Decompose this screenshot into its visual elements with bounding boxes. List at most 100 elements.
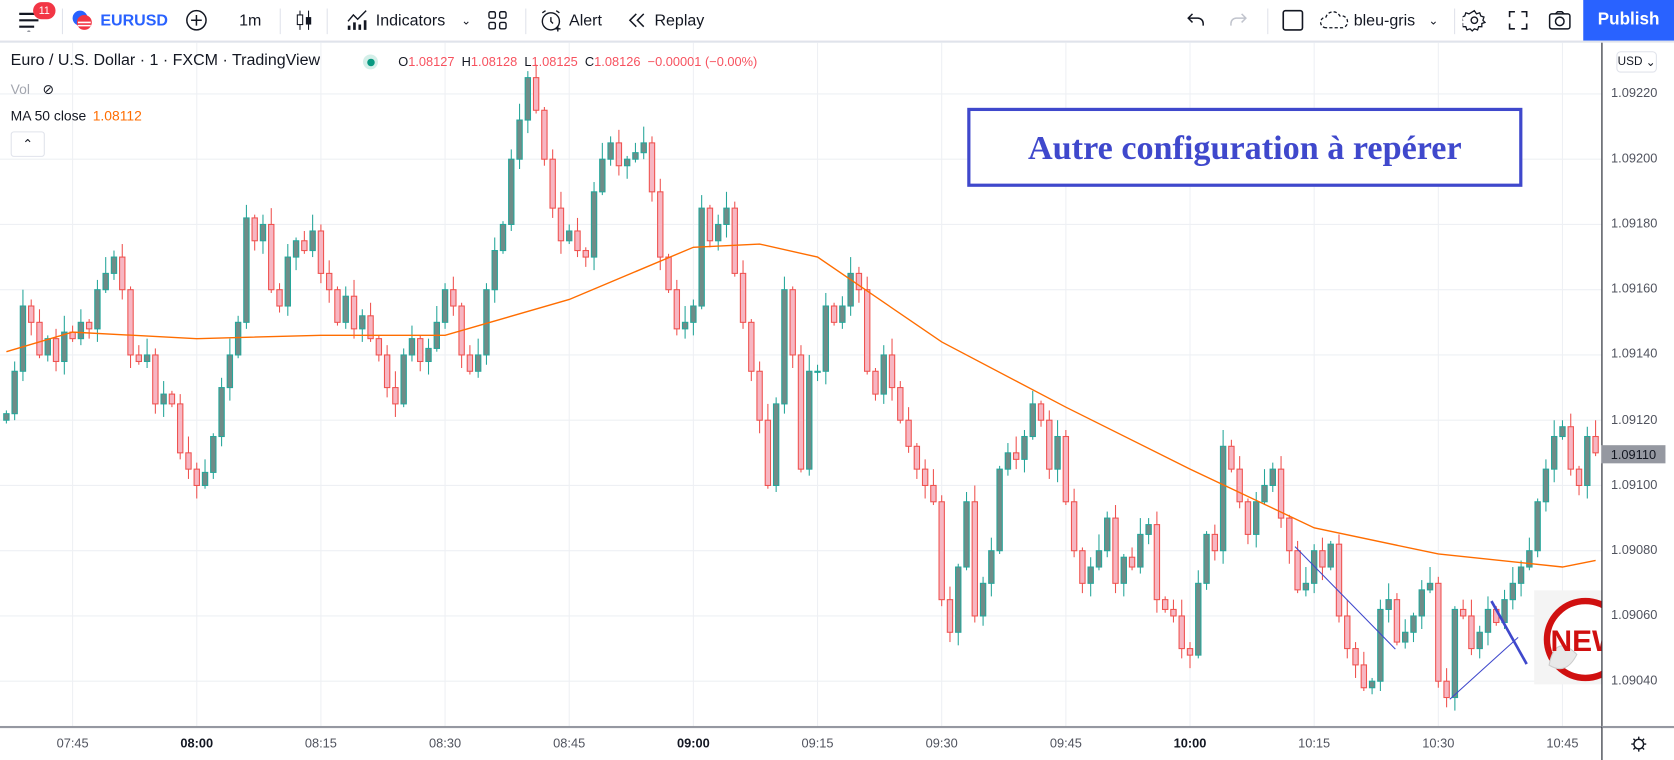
time-label: 08:30 <box>429 735 462 751</box>
candle-body <box>1186 648 1194 656</box>
candle-body <box>1062 435 1070 503</box>
chevron-down-icon[interactable]: ⌄ <box>1428 14 1439 28</box>
candle-down <box>317 224 325 284</box>
time-axis[interactable]: 07:45 08:00 08:15 08:30 08:45 09:00 09:15 09:30… <box>0 725 1602 760</box>
candle-body <box>1037 403 1045 421</box>
breakout-line <box>1490 600 1528 665</box>
candle-down <box>119 244 126 300</box>
candle-body <box>1418 589 1425 617</box>
chart-type-button[interactable] <box>295 0 314 41</box>
price-axis[interactable]: USD ⌄ 1.09220 1.09200 1.09180 1.09160 1.0914… <box>1601 42 1674 726</box>
undo-button[interactable] <box>1185 0 1206 41</box>
candle-down <box>888 338 896 401</box>
candle-up <box>640 126 647 160</box>
redo-button[interactable] <box>1228 0 1249 41</box>
annotation-textbox[interactable]: Autre configuration à repérer <box>967 107 1523 187</box>
candle-body <box>814 370 821 373</box>
candle-up <box>1087 557 1094 597</box>
candle-body <box>566 230 573 242</box>
candle-down <box>1153 511 1161 613</box>
candle-down <box>466 345 474 375</box>
candle-down <box>417 335 424 372</box>
candle-body <box>971 501 979 617</box>
axis-settings-button[interactable] <box>1601 725 1674 760</box>
candle-up <box>955 563 962 646</box>
currency-selector[interactable]: USD ⌄ <box>1616 51 1657 73</box>
time-label: 08:00 <box>180 735 214 751</box>
candle-body <box>1426 582 1434 591</box>
candle-body <box>127 289 134 356</box>
replay-icon <box>628 13 645 28</box>
volume-indicator[interactable]: Vol ⊘ <box>11 81 54 98</box>
candle-up <box>516 103 523 169</box>
candle-up <box>1451 606 1459 711</box>
candle-body <box>135 354 143 363</box>
candle-down <box>764 403 772 489</box>
candle-up <box>1195 570 1202 659</box>
candle-body <box>1550 435 1558 470</box>
candle-down <box>532 64 540 114</box>
candle-body <box>524 77 532 121</box>
candle-down <box>1012 436 1020 470</box>
candle-body <box>201 471 209 486</box>
candle-body <box>1377 608 1384 682</box>
layout-name: bleu-gris <box>1353 11 1416 30</box>
candle-down <box>1178 599 1185 659</box>
trendline-up <box>1449 636 1519 700</box>
publish-button[interactable]: Publish <box>1583 0 1674 41</box>
save-layout-button[interactable]: bleu-gris <box>1320 0 1416 41</box>
candle-body <box>1095 550 1103 568</box>
grid-icon <box>488 11 507 30</box>
candle-down <box>549 149 556 218</box>
compare-add-button[interactable] <box>185 0 208 41</box>
candle-down <box>830 302 838 326</box>
candle-body <box>855 272 863 291</box>
ma-indicator[interactable]: MA 50 close 1.08112 <box>11 108 142 124</box>
chevron-down-icon[interactable]: ⌄ <box>461 14 472 28</box>
candle-body <box>607 142 614 160</box>
candle-up <box>1426 567 1434 594</box>
candle-down <box>1079 547 1086 594</box>
undo-icon <box>1187 13 1204 26</box>
candle-body <box>1476 631 1483 650</box>
candle-body <box>259 223 267 242</box>
alert-button[interactable]: Alert <box>539 0 602 41</box>
candle-body <box>574 230 581 252</box>
candle-down <box>1352 642 1359 678</box>
candle-up <box>1368 677 1376 695</box>
candle-body <box>243 217 250 323</box>
candle-body <box>52 338 60 363</box>
candle-body <box>1468 615 1475 650</box>
price-label: 1.09160 <box>1611 281 1658 297</box>
eu-us-flag-icon <box>72 10 92 30</box>
price-label: 1.09060 <box>1611 607 1658 623</box>
symbol-title[interactable]: Euro / U.S. Dollar · 1 · FXCM · TradingV… <box>10 51 321 70</box>
interval-button[interactable]: 1m <box>239 11 262 30</box>
symbol-search[interactable]: EURUSD <box>72 0 168 41</box>
templates-button[interactable] <box>488 0 507 41</box>
candle-down <box>69 325 76 342</box>
candle-down <box>1393 593 1401 646</box>
candle-body <box>1211 533 1219 552</box>
candle-up <box>1137 518 1144 574</box>
replay-button[interactable]: Replay <box>628 0 704 41</box>
candle-up <box>259 214 267 254</box>
candle-body <box>400 354 407 405</box>
candle-down <box>152 348 159 414</box>
candle-body <box>441 289 449 323</box>
collapse-legend-button[interactable]: ⌃ <box>10 131 45 157</box>
indicators-button[interactable]: Indicators <box>346 0 445 41</box>
screenshot-button[interactable] <box>1548 0 1571 41</box>
candle-body <box>549 158 556 209</box>
eye-hidden-icon[interactable]: ⊘ <box>42 81 55 98</box>
candle-body <box>748 321 755 372</box>
fullscreen-button[interactable] <box>1507 0 1528 41</box>
candle-body <box>317 230 325 274</box>
trendline-down <box>1294 546 1396 650</box>
settings-button[interactable] <box>1462 0 1487 41</box>
candle-down <box>1128 547 1136 571</box>
layout-button[interactable] <box>1281 0 1304 41</box>
candle-body <box>1402 631 1409 643</box>
candle-down <box>36 309 43 359</box>
candle-body <box>1228 445 1235 470</box>
